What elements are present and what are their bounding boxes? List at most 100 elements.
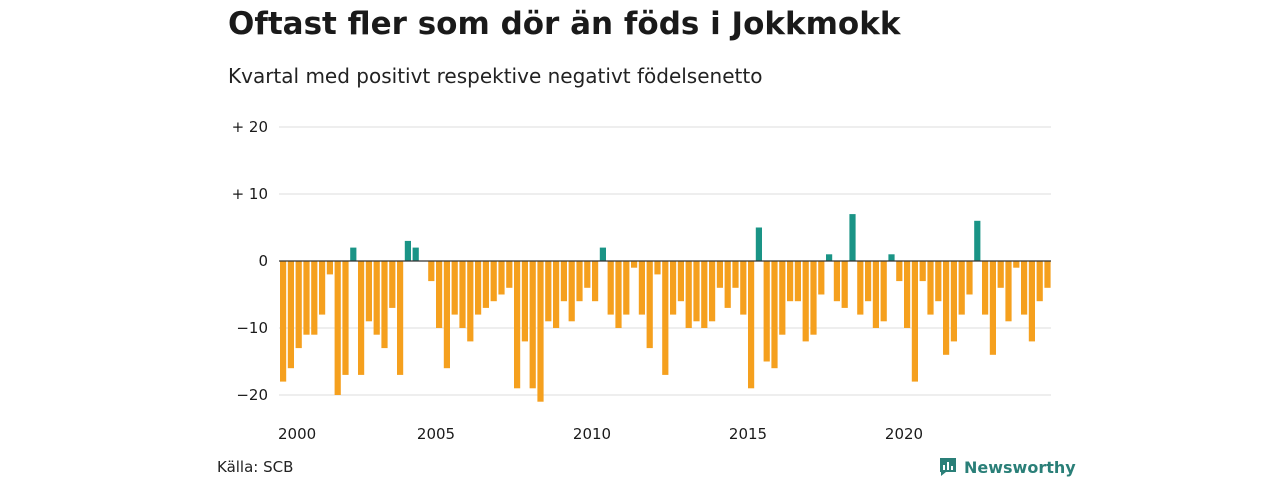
bar: [927, 261, 934, 315]
bar: [350, 247, 357, 261]
x-tick-label: 2015: [729, 425, 767, 443]
bar: [412, 247, 419, 261]
bar: [545, 261, 552, 322]
bar: [982, 261, 989, 315]
bar: [326, 261, 333, 275]
bar: [1044, 261, 1051, 288]
bar: [958, 261, 965, 315]
bar: [599, 247, 606, 261]
bar: [974, 220, 981, 261]
bar: [584, 261, 591, 288]
y-tick-label: + 10: [232, 185, 268, 203]
bar: [849, 214, 856, 261]
bar: [755, 227, 762, 261]
bar: [1028, 261, 1035, 342]
newsworthy-logo-icon: [940, 458, 956, 476]
bar: [514, 261, 521, 389]
bar: [1005, 261, 1012, 322]
bar: [896, 261, 903, 282]
bar: [506, 261, 513, 288]
bar: [334, 261, 341, 395]
bar: [1013, 261, 1020, 268]
bar: [592, 261, 599, 302]
bar: [904, 261, 911, 328]
bar: [553, 261, 560, 328]
y-tick-label: −20: [236, 386, 268, 404]
y-tick-label: 0: [258, 252, 268, 270]
bar: [670, 261, 677, 315]
bar: [475, 261, 482, 315]
bar: [724, 261, 731, 308]
bar: [607, 261, 614, 315]
bar: [560, 261, 567, 302]
source-note: Källa: SCB: [217, 458, 294, 476]
chart-subtitle: Kvartal med positivt respektive negativt…: [228, 64, 763, 88]
bar: [638, 261, 645, 315]
bar: [701, 261, 708, 328]
bar: [568, 261, 575, 322]
bar: [685, 261, 692, 328]
bar: [919, 261, 926, 282]
axis-labels: + 20 + 10 0 −10 −20 2000 2005 2010 2015 2020: [232, 118, 924, 443]
bar: [794, 261, 801, 302]
bar: [662, 261, 669, 375]
bar: [537, 261, 544, 402]
bar: [810, 261, 817, 335]
bar: [490, 261, 497, 302]
bar: [397, 261, 404, 375]
bar: [1021, 261, 1028, 315]
bar: [771, 261, 778, 369]
bar: [943, 261, 950, 355]
bar: [818, 261, 825, 295]
bar: [740, 261, 747, 315]
bar: [498, 261, 505, 295]
chart-title: Oftast fler som dör än föds i Jokkmokk: [228, 6, 901, 42]
bar: [888, 254, 895, 261]
bar: [631, 261, 638, 268]
bar: [319, 261, 326, 315]
bar: [716, 261, 723, 288]
bar: [646, 261, 653, 349]
bar: [303, 261, 310, 335]
x-tick-label: 2020: [885, 425, 923, 443]
bar: [623, 261, 630, 315]
bar: [521, 261, 528, 342]
bar: [373, 261, 380, 335]
bar: [779, 261, 786, 335]
brand-name: Newsworthy: [964, 457, 1076, 477]
bars: [280, 214, 1051, 402]
bar: [436, 261, 443, 328]
bar: [389, 261, 396, 308]
bar: [857, 261, 864, 315]
bar: [709, 261, 716, 322]
bar: [280, 261, 287, 382]
bar: [381, 261, 388, 349]
bar: [763, 261, 770, 362]
bar: [997, 261, 1004, 288]
y-tick-label: −10: [236, 319, 268, 337]
bar: [295, 261, 302, 349]
bar: [935, 261, 942, 302]
bar: [693, 261, 700, 322]
bar: [872, 261, 879, 328]
bar: [576, 261, 583, 302]
y-tick-label: + 20: [232, 118, 268, 136]
bar: [966, 261, 973, 295]
bar: [880, 261, 887, 322]
bar: [833, 261, 840, 302]
bar: [482, 261, 489, 308]
x-tick-label: 2000: [278, 425, 316, 443]
bar: [529, 261, 536, 389]
bar: [950, 261, 957, 342]
bar: [989, 261, 996, 355]
bar: [615, 261, 622, 328]
x-tick-label: 2005: [417, 425, 455, 443]
bar: [911, 261, 918, 382]
bar: [311, 261, 318, 335]
bar: [677, 261, 684, 302]
x-tick-label: 2010: [573, 425, 611, 443]
bar: [342, 261, 349, 375]
bar: [654, 261, 661, 275]
bar: [365, 261, 372, 322]
